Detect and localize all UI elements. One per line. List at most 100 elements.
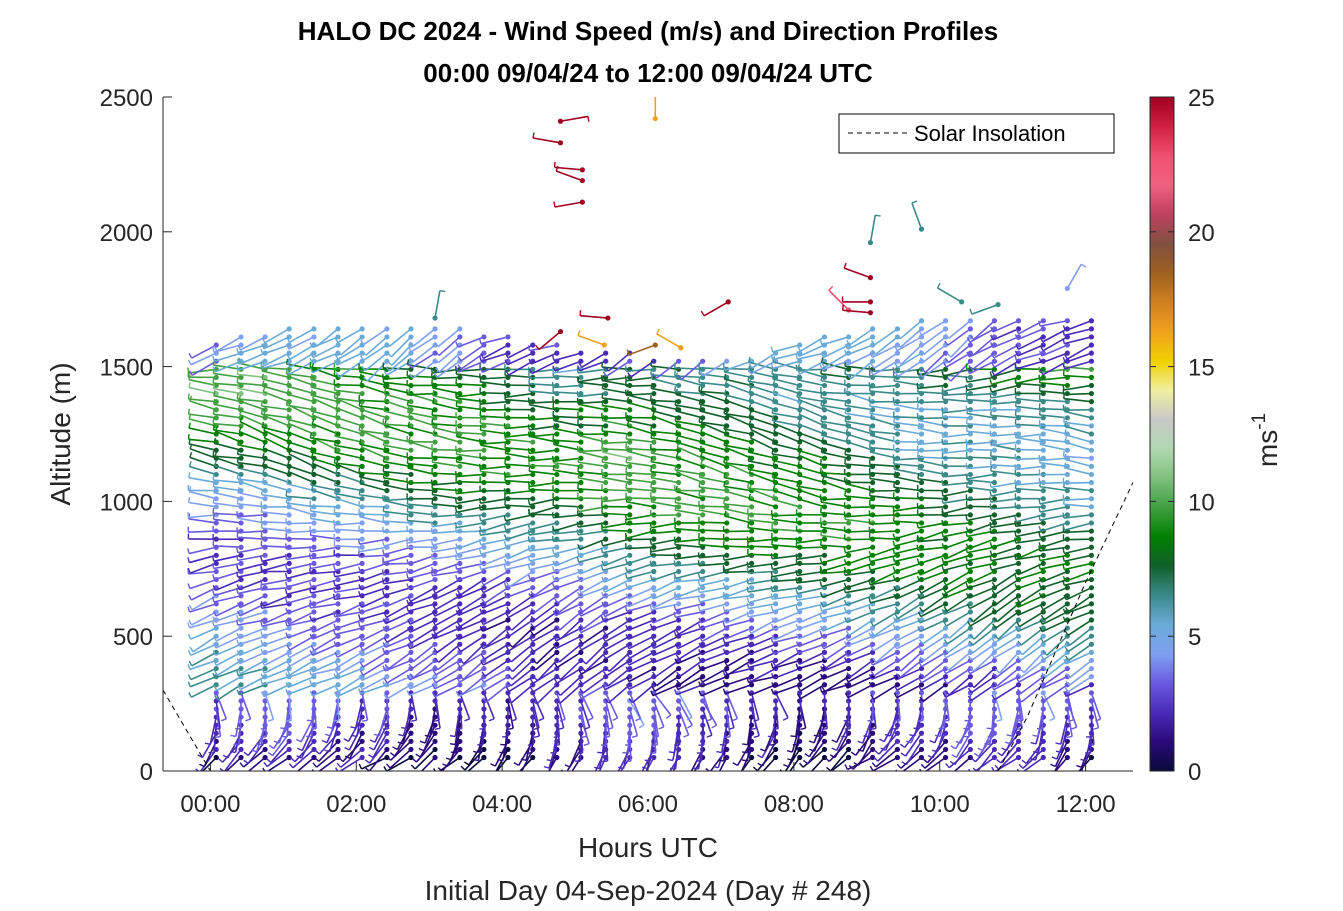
y-tick-label: 0 [140, 759, 153, 786]
wind-barb [382, 593, 414, 608]
wind-barb [364, 738, 390, 764]
wind-barb [358, 568, 390, 582]
wind-barb [382, 617, 414, 633]
wind-barb [333, 540, 365, 550]
wind-barb [358, 425, 390, 437]
wind-barb [406, 493, 438, 502]
wind-barb [406, 399, 438, 413]
wind-barb [188, 461, 219, 478]
wind-barb [359, 674, 390, 691]
legend-entry-solar-insolation: Solar Insolation [914, 121, 1066, 146]
wind-barb [386, 746, 414, 769]
wind-barb [382, 505, 414, 518]
y-axis-label: Altitude (m) [45, 362, 76, 505]
wind-barb [188, 609, 219, 626]
wind-barb [434, 342, 463, 364]
wind-barb [235, 698, 244, 730]
wind-barb [334, 641, 365, 658]
wind-barb [358, 508, 390, 518]
wind-barb [236, 358, 268, 371]
wind-barb [358, 585, 390, 598]
wind-barb [324, 722, 341, 753]
wind-barb [360, 326, 390, 346]
wind-barb [368, 730, 390, 759]
wind-barb [381, 544, 414, 556]
wind-barb [407, 334, 438, 353]
wind-barb [187, 601, 219, 613]
wind-barb [236, 625, 268, 640]
wind-barb [212, 481, 244, 494]
wind-barb [212, 367, 244, 380]
wind-barb [382, 657, 414, 672]
wind-barb [409, 641, 438, 663]
wind-barb [358, 500, 390, 510]
wind-barb [383, 495, 414, 510]
wind-barb [336, 746, 365, 768]
wind-barb [212, 665, 244, 679]
wind-barb [430, 568, 463, 577]
wind-barb [260, 552, 292, 563]
wind-barb [333, 519, 365, 526]
wind-barb [286, 350, 317, 368]
wind-barb [240, 754, 268, 771]
wind-barb [415, 730, 438, 758]
chart-title-line2: 00:00 09/04/24 to 12:00 09/04/24 UTC [423, 58, 873, 88]
wind-barb [212, 450, 244, 461]
wind-barb [211, 593, 244, 603]
wind-barb [334, 326, 365, 344]
wind-barb [309, 350, 341, 364]
wind-barb [266, 738, 292, 763]
legend: Solar Insolation [838, 113, 1115, 154]
y-tick-label: 500 [113, 624, 153, 651]
wind-barb [435, 350, 463, 373]
wind-barb [406, 477, 438, 486]
wind-barb [213, 625, 244, 642]
wind-barb [434, 334, 463, 357]
wind-barb [212, 497, 244, 510]
wind-barb [383, 665, 414, 684]
wind-barb [334, 487, 365, 502]
wind-barb [262, 754, 292, 771]
wind-barb [212, 408, 244, 421]
wind-barb [406, 560, 438, 575]
wind-barb [431, 674, 463, 690]
wind-barb [357, 536, 390, 545]
wind-barb [212, 418, 244, 429]
wind-barb [212, 576, 244, 592]
wind-barb [431, 601, 463, 617]
wind-barb [187, 625, 219, 640]
wind-barb [311, 418, 341, 437]
wind-barb [285, 368, 317, 380]
wind-barb [285, 674, 317, 689]
wind-barb [308, 601, 341, 609]
colorbar-label-exponent: -1 [1249, 413, 1270, 430]
wind-barb [189, 395, 219, 413]
wind-barb [382, 466, 414, 478]
x-axis-label: Hours UTC [578, 832, 718, 863]
wind-barb [409, 326, 438, 347]
wind-barb [213, 334, 244, 352]
wind-barb [383, 625, 414, 643]
chart-subtitle: Initial Day 04-Sep-2024 (Day # 248) [425, 875, 872, 906]
colorbar-label: ms-1 [1249, 413, 1283, 467]
wind-barb [431, 373, 463, 380]
wind-barb [201, 754, 219, 771]
wind-barb [312, 746, 341, 768]
wind-barb [285, 609, 317, 625]
wind-barb [360, 441, 390, 461]
wind-barb [236, 342, 268, 355]
wind-barb [333, 384, 365, 397]
wind-barb [260, 682, 292, 698]
wind-barb [309, 500, 341, 510]
wind-barb [236, 393, 268, 405]
wind-barb [344, 730, 365, 759]
y-axis: 0 500 1000 1500 2000 2500 [100, 85, 172, 786]
wind-barb [187, 560, 219, 574]
wind-barb [286, 641, 317, 659]
wind-barb [333, 560, 365, 572]
wind-barb [431, 585, 463, 601]
wind-barbs-layer [187, 318, 1102, 771]
wind-barb [406, 617, 438, 633]
wind-barb [359, 477, 390, 494]
colorbar-tick-label: 15 [1188, 355, 1215, 382]
